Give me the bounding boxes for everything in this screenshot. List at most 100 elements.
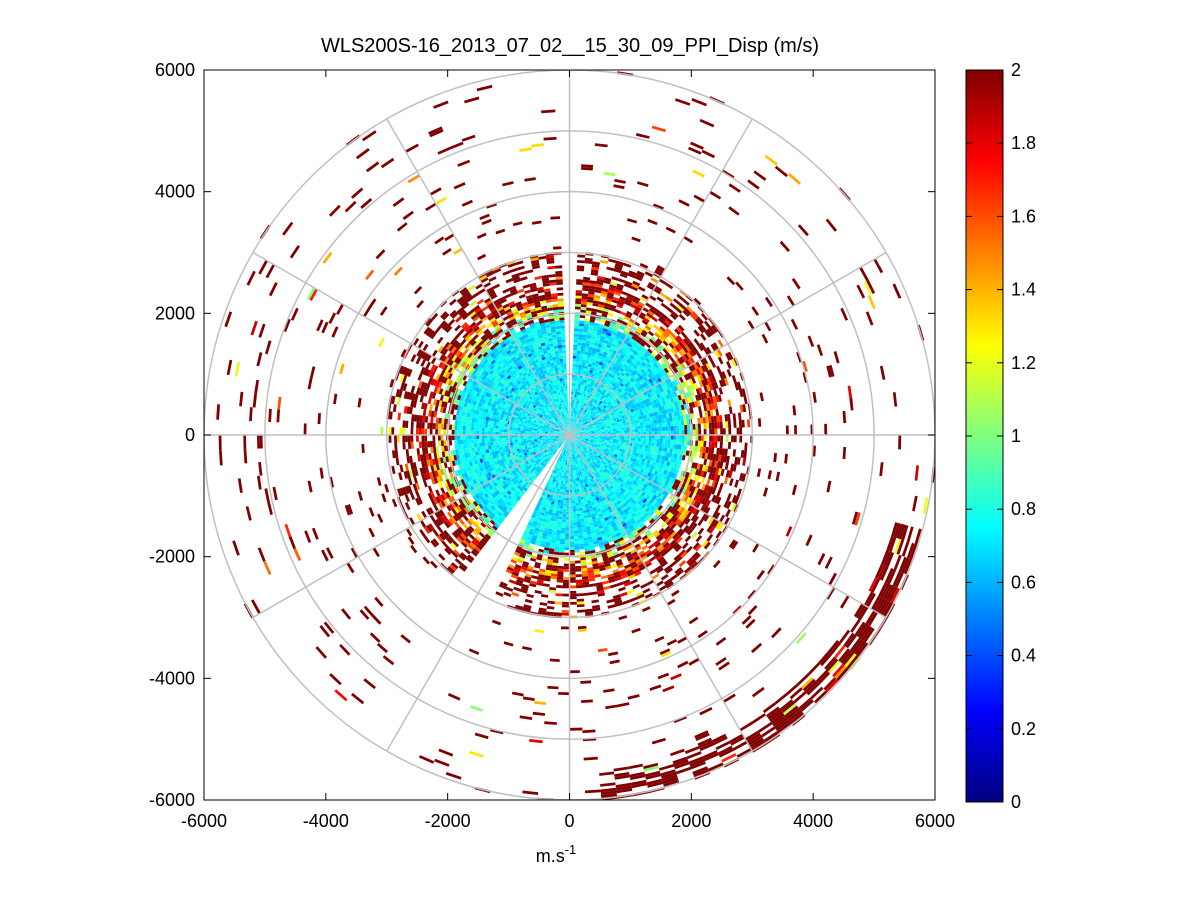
radar-cell (698, 429, 701, 435)
radar-cell (493, 422, 496, 426)
radar-cell (438, 435, 441, 441)
radar-cell (471, 426, 474, 430)
radar-cell (698, 424, 701, 430)
radar-cell (512, 430, 515, 433)
radar-cell (501, 429, 504, 432)
radar-cell (491, 421, 494, 425)
radar-cell (742, 420, 745, 428)
radar-cell (563, 361, 566, 364)
radar-cell (427, 441, 430, 447)
radar-cell (504, 443, 507, 446)
radar-cell (561, 370, 564, 373)
radar-cell (709, 423, 712, 429)
radar-cell (649, 428, 652, 432)
radar-cell (571, 389, 573, 392)
radar-cell (482, 424, 485, 428)
radar-cell (640, 425, 643, 428)
radar-cell (411, 421, 414, 428)
radar-cell (389, 435, 392, 443)
radar-cell (687, 430, 690, 435)
radar-cell (502, 446, 505, 449)
radar-cell (560, 359, 564, 362)
radar-cell (654, 427, 657, 431)
radar-cell (579, 359, 583, 362)
radar-cell (491, 445, 494, 449)
radar-cell (435, 423, 438, 429)
radar-cell (471, 443, 474, 448)
radar-cell (577, 378, 580, 381)
radar-cell (402, 420, 405, 427)
radar-cell (712, 429, 715, 435)
radar-cell (499, 441, 502, 444)
radar-cell (574, 381, 577, 384)
radar-cell (573, 389, 575, 392)
radar-cell (613, 431, 616, 433)
radar-cell (389, 427, 392, 435)
radar-cell (419, 441, 422, 448)
radar-cell (509, 440, 512, 443)
radar-cell (555, 354, 559, 357)
radar-cell (574, 328, 579, 331)
radar-cell (496, 422, 499, 426)
radar-cell (635, 426, 638, 429)
radar-cell (709, 429, 712, 435)
radar-cell (534, 438, 537, 440)
radar-cell (526, 437, 529, 439)
radar-cell (441, 424, 444, 430)
radar-cell (526, 431, 529, 433)
radar-cell (482, 442, 485, 446)
radar-cell (438, 429, 441, 435)
radar-cell (638, 429, 641, 432)
radar-cell (496, 425, 499, 428)
radar-cell (526, 429, 529, 431)
radar-cell (575, 301, 581, 304)
radar-cell (504, 424, 507, 427)
radar-cell (304, 423, 307, 435)
radar-cell (560, 364, 563, 367)
radar-cell (573, 356, 577, 359)
radar-cell (391, 427, 394, 435)
radar-cell (571, 399, 573, 402)
radar-cell (488, 442, 491, 446)
radar-cell (485, 439, 488, 443)
radar-cell (501, 441, 504, 444)
radar-cell (562, 375, 565, 378)
radar-cell (571, 405, 572, 408)
radar-cell (515, 437, 518, 440)
radar-cell (577, 348, 581, 351)
radar-cell (561, 334, 566, 337)
radar-cell (632, 429, 635, 432)
radar-cell (651, 428, 654, 432)
radar-cell (571, 408, 572, 411)
radar-cell (515, 430, 518, 433)
radar-cell (624, 425, 627, 428)
radar-cell (578, 331, 583, 334)
radar-cell (555, 274, 562, 277)
radar-cell (444, 440, 447, 446)
radar-cell (493, 428, 496, 432)
radar-cell (424, 429, 427, 435)
radar-cell (578, 367, 581, 370)
radar-cell (557, 337, 562, 340)
radar-cell (563, 358, 567, 361)
radar-cell (531, 432, 534, 434)
radar-cell (559, 317, 564, 320)
radar-cell (574, 334, 579, 337)
radar-cell (556, 359, 560, 362)
radar-cell (513, 423, 516, 426)
radar-cell (562, 350, 566, 353)
radar-cell (416, 422, 419, 429)
radar-cell (477, 423, 480, 427)
radar-cell (518, 437, 521, 439)
radar-cell (561, 337, 565, 340)
radar-cell (577, 345, 581, 348)
radar-cell (433, 423, 436, 429)
radar-cell (580, 356, 584, 359)
radar-cell (697, 418, 700, 424)
radar-cell (562, 353, 566, 356)
radar-cell (518, 428, 521, 431)
radar-cell (572, 378, 575, 381)
radar-cell (556, 356, 560, 359)
radar-cell (670, 421, 673, 426)
radar-cell (560, 331, 565, 334)
